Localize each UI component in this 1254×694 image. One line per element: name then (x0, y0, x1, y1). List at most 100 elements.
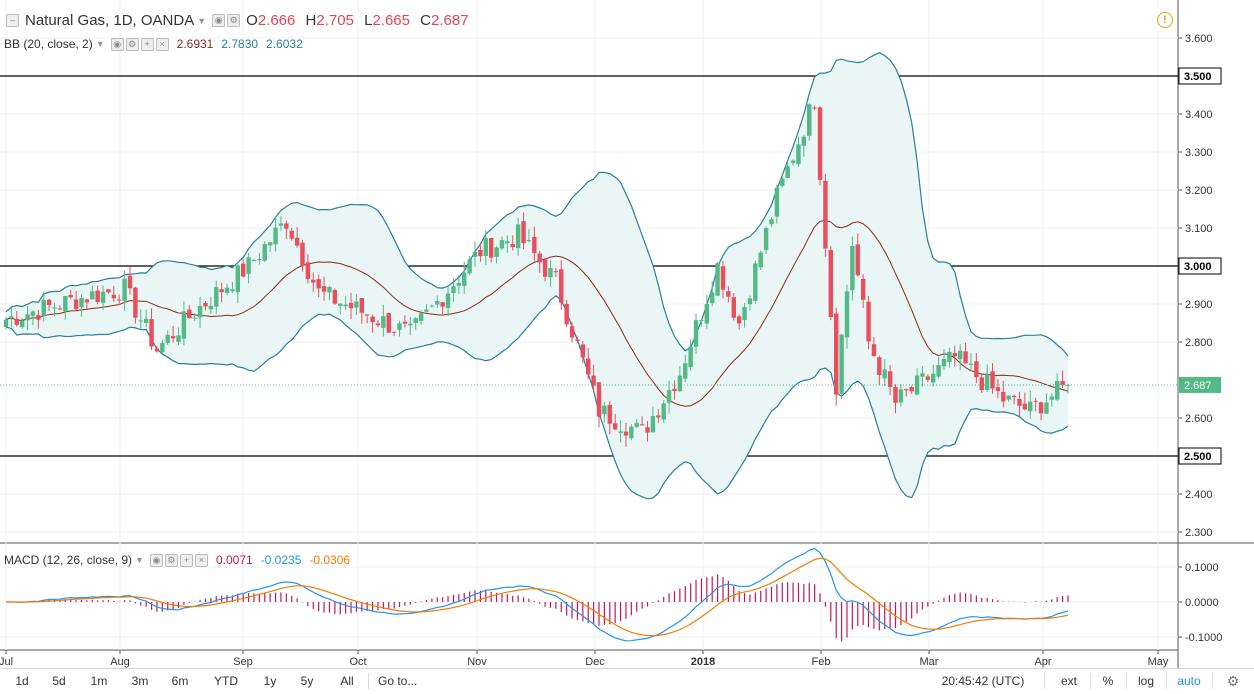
close-icon[interactable]: × (194, 553, 208, 567)
candle-body (990, 371, 995, 389)
candle-body (920, 373, 925, 377)
range-1m-button[interactable]: 1m (90, 674, 108, 688)
range-all-button[interactable]: All (340, 674, 354, 688)
candle-body (1060, 381, 1065, 385)
percent-button[interactable]: % (1102, 674, 1114, 688)
settings-icon[interactable]: ⚙ (125, 37, 139, 51)
candle-body (343, 304, 348, 307)
candle-body (187, 309, 192, 319)
candle-body (143, 318, 149, 324)
bb-band-fill (6, 52, 1068, 499)
candle-body (796, 144, 801, 165)
close-value: 2.687 (431, 12, 469, 29)
candle-body (904, 389, 909, 391)
candle-body (230, 289, 235, 292)
range-5d-button[interactable]: 5d (52, 674, 66, 688)
time-tick-label: May (1148, 656, 1169, 668)
candle-body (887, 371, 893, 387)
range-1y-button[interactable]: 1y (263, 674, 277, 688)
candle-body (305, 262, 311, 279)
divider (1212, 673, 1213, 689)
warning-icon[interactable]: ! (1157, 12, 1173, 28)
chevron-down-icon[interactable]: ▼ (95, 39, 105, 49)
candle-body (181, 311, 187, 339)
candles (3, 103, 1071, 447)
price-tick-label: 3.100 (1185, 223, 1213, 235)
candle-body (68, 294, 73, 298)
candle-body (370, 316, 375, 323)
candle-body (1006, 395, 1011, 400)
candle-body (251, 260, 257, 262)
time-tick-label: Jul (0, 656, 13, 668)
candle-body (408, 323, 413, 326)
candle-body (127, 275, 133, 289)
bb-basis-value: 2.6931 (176, 37, 214, 51)
candle-body (192, 317, 197, 319)
auto-button[interactable]: auto (1177, 674, 1201, 688)
candle-body (483, 238, 488, 256)
candle-body (472, 251, 478, 257)
candle-body (467, 259, 472, 274)
candle-body (639, 424, 645, 426)
candle-body (521, 221, 526, 244)
low-value: 2.665 (372, 12, 410, 29)
candle-body (963, 351, 968, 364)
eye-icon[interactable]: ◉ (110, 37, 124, 51)
clock-display[interactable]: 20:45:42 (UTC) (941, 674, 1025, 688)
chart-canvas[interactable]: 3.600 3.500 3.400 3.300 3.200 3.100 3.000 2.900… (0, 0, 1254, 668)
candle-body (41, 299, 46, 317)
collapse-icon[interactable]: – (6, 14, 19, 27)
eye-icon[interactable]: ◉ (212, 14, 226, 27)
ohlc-values: O2.666 H2.705 L2.665 C2.687 (246, 12, 474, 29)
eye-icon[interactable]: ◉ (149, 553, 163, 567)
candle-body (801, 136, 807, 146)
candle-body (462, 272, 467, 286)
divider (368, 673, 369, 689)
price-tick-label: 2.400 (1185, 489, 1213, 501)
add-icon[interactable]: + (179, 553, 193, 567)
candle-body (494, 247, 499, 257)
goto-button[interactable]: Go to... (378, 674, 418, 688)
candle-body (850, 245, 855, 291)
gear-icon[interactable]: ⚙ (1226, 673, 1240, 689)
log-button[interactable]: log (1137, 674, 1154, 688)
candle-body (208, 305, 214, 310)
candle-body (284, 223, 289, 229)
candle-body (742, 307, 747, 320)
ext-button[interactable]: ext (1060, 674, 1077, 688)
candle-body (332, 290, 338, 304)
chevron-down-icon[interactable]: ▼ (197, 15, 207, 26)
price-tick-label: 3.300 (1185, 147, 1213, 159)
candle-body (235, 265, 241, 293)
range-ytd-button[interactable]: YTD (214, 674, 238, 688)
candle-body (176, 335, 181, 342)
settings-icon[interactable]: ⚙ (227, 14, 241, 27)
candle-body (758, 252, 763, 268)
range-1d-button[interactable]: 1d (15, 674, 29, 688)
candle-body (634, 422, 639, 427)
range-3m-button[interactable]: 3m (131, 674, 149, 688)
candle-body (46, 299, 52, 306)
candle-body (747, 298, 753, 305)
candle-body (575, 339, 580, 342)
price-level-tag (1178, 447, 1222, 465)
candle-body (790, 160, 796, 164)
candle-body (720, 266, 726, 290)
candle-body (1011, 395, 1017, 398)
range-6m-button[interactable]: 6m (171, 674, 189, 688)
range-5y-button[interactable]: 5y (300, 674, 314, 688)
settings-icon[interactable]: ⚙ (164, 553, 178, 567)
candle-body (618, 431, 623, 433)
price-tick-label: 3.600 (1185, 33, 1213, 45)
candle-body (289, 230, 294, 239)
add-icon[interactable]: + (140, 37, 154, 51)
divider (1044, 673, 1045, 689)
candle-body (386, 312, 391, 333)
chevron-down-icon[interactable]: ▼ (135, 555, 144, 565)
close-icon[interactable]: × (155, 37, 169, 51)
open-value: 2.666 (257, 12, 296, 29)
candle-body (580, 344, 586, 358)
macd-hist-value: 0.0071 (215, 553, 253, 567)
candle-body (478, 249, 483, 257)
